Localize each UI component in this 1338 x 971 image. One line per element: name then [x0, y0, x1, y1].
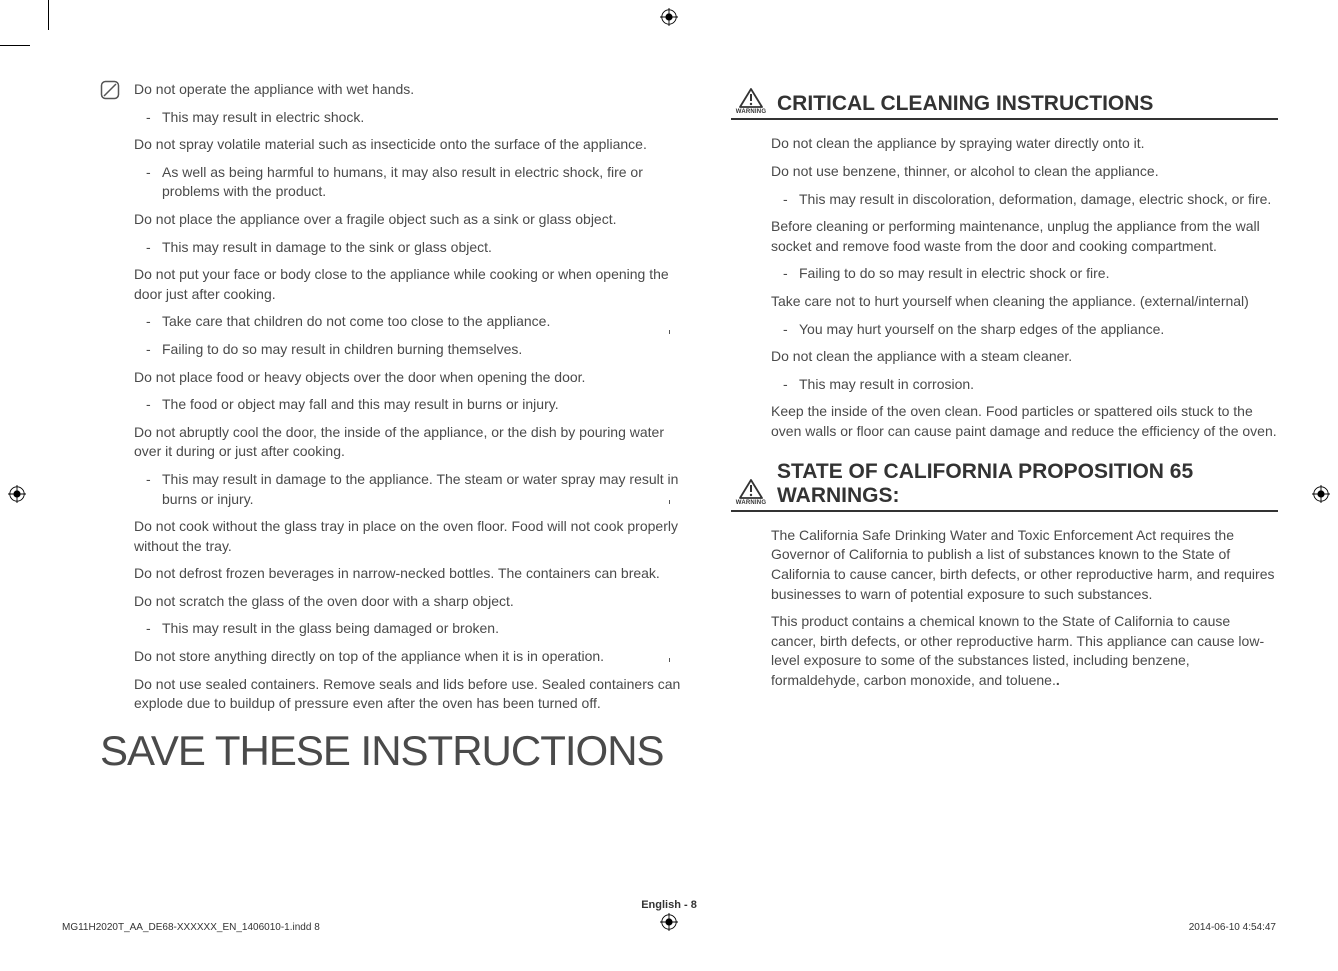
prop65-content: The California Safe Drinking Water and T…	[731, 526, 1278, 691]
footer-timestamp: 2014-06-10 4:54:47	[1189, 922, 1276, 933]
crop-mark	[0, 45, 30, 46]
body-text: Take care not to hurt yourself when clea…	[771, 292, 1278, 312]
body-sub: This may result in discoloration, deform…	[771, 190, 1278, 210]
body-sub: This may result in the glass being damag…	[134, 619, 681, 639]
body-text: Do not use sealed containers. Remove sea…	[134, 675, 681, 714]
body-sub: Failing to do so may result in children …	[134, 340, 681, 360]
body-sub: This may result in damage to the applian…	[134, 470, 681, 509]
save-instructions-heading: SAVE THESE INSTRUCTIONS	[100, 722, 681, 781]
warning-icon: WARNING	[731, 479, 771, 507]
body-sub: The food or object may fall and this may…	[134, 395, 681, 415]
body-text: Do not place the appliance over a fragil…	[134, 210, 681, 230]
registration-mark-icon	[660, 8, 678, 26]
body-sub: This may result in damage to the sink or…	[134, 238, 681, 258]
page-number: English - 8	[0, 899, 1338, 911]
left-column: Do not operate the appliance with wet ha…	[100, 80, 681, 891]
body-text: Before cleaning or performing maintenanc…	[771, 217, 1278, 256]
body-text: Do not place food or heavy objects over …	[134, 368, 681, 388]
body-text: This product contains a chemical known t…	[771, 612, 1278, 690]
body-sub: This may result in electric shock.	[134, 108, 681, 128]
warning-icon: WARNING	[731, 88, 771, 116]
registration-mark-icon	[660, 913, 678, 931]
body-text-span: This product contains a chemical known t…	[771, 613, 1264, 688]
body-text: Do not store anything directly on top of…	[134, 647, 681, 667]
crop-mark	[48, 0, 49, 30]
warning-label: WARNING	[736, 499, 766, 507]
section-header-cleaning: WARNING CRITICAL CLEANING INSTRUCTIONS	[731, 88, 1278, 120]
body-sub: Take care that children do not come too …	[134, 312, 681, 332]
registration-mark-icon	[1312, 485, 1330, 503]
warning-label: WARNING	[736, 108, 766, 116]
body-text: Do not clean the appliance by spraying w…	[771, 134, 1278, 154]
section-title: STATE OF CALIFORNIA PROPOSITION 65 WARNI…	[777, 460, 1278, 508]
section-header-prop65: WARNING STATE OF CALIFORNIA PROPOSITION …	[731, 460, 1278, 512]
body-sub: This may result in corrosion.	[771, 375, 1278, 395]
body-text: Do not scratch the glass of the oven doo…	[134, 592, 681, 612]
body-sub: You may hurt yourself on the sharp edges…	[771, 320, 1278, 340]
page-content: Do not operate the appliance with wet ha…	[100, 80, 1278, 891]
body-text: Do not operate the appliance with wet ha…	[134, 80, 681, 100]
body-text: Do not cook without the glass tray in pl…	[134, 517, 681, 556]
body-text: Keep the inside of the oven clean. Food …	[771, 402, 1278, 441]
prohibit-icon	[100, 80, 120, 100]
body-sub: As well as being harmful to humans, it m…	[134, 163, 681, 202]
body-text: Do not abruptly cool the door, the insid…	[134, 423, 681, 462]
body-text: The California Safe Drinking Water and T…	[771, 526, 1278, 604]
section-title: CRITICAL CLEANING INSTRUCTIONS	[777, 92, 1153, 116]
footer-filename: MG11H2020T_AA_DE68-XXXXXX_EN_1406010-1.i…	[62, 922, 320, 933]
body-text: Do not clean the appliance with a steam …	[771, 347, 1278, 367]
registration-mark-icon	[8, 485, 26, 503]
cleaning-content: Do not clean the appliance by spraying w…	[731, 134, 1278, 441]
body-text: Do not spray volatile material such as i…	[134, 135, 681, 155]
body-text: Do not defrost frozen beverages in narro…	[134, 564, 681, 584]
body-sub: Failing to do so may result in electric …	[771, 264, 1278, 284]
body-text: Do not use benzene, thinner, or alcohol …	[771, 162, 1278, 182]
body-text: Do not put your face or body close to th…	[134, 265, 681, 304]
right-column: WARNING CRITICAL CLEANING INSTRUCTIONS D…	[731, 80, 1278, 891]
